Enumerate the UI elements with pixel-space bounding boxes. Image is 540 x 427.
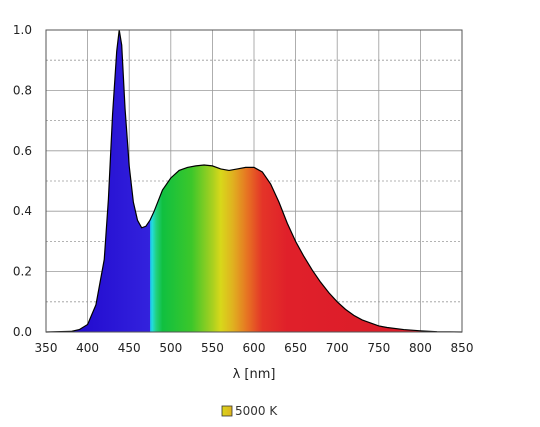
y-tick-labels: 0.0 0.2 0.4 0.6 0.8 1.0 — [13, 23, 32, 339]
x-tick-label: 350 — [35, 341, 58, 355]
x-tick-label: 700 — [326, 341, 349, 355]
x-tick-label: 500 — [159, 341, 182, 355]
x-tick-label: 800 — [409, 341, 432, 355]
spectrum-area — [46, 30, 462, 332]
plot-border — [45, 29, 463, 333]
x-tick-label: 600 — [243, 341, 266, 355]
x-tick-label: 450 — [118, 341, 141, 355]
x-tick-label: 750 — [367, 341, 390, 355]
legend-label: 5000 K — [235, 404, 278, 418]
y-tick-label: 0.2 — [13, 265, 32, 279]
y-tick-label: 0.4 — [13, 204, 32, 218]
x-axis-title: λ [nm] — [233, 367, 276, 382]
x-tick-labels: 350 400 450 500 550 600 650 700 750 800 850 — [35, 341, 474, 355]
x-tick-label: 850 — [451, 341, 474, 355]
x-tick-label: 550 — [201, 341, 224, 355]
y-tick-label: 1.0 — [13, 23, 32, 37]
legend-swatch — [221, 405, 233, 417]
y-tick-label: 0.6 — [13, 144, 32, 158]
x-tick-label: 400 — [76, 341, 99, 355]
x-tick-label: 650 — [284, 341, 307, 355]
y-tick-label: 0.0 — [13, 325, 32, 339]
y-tick-label: 0.8 — [13, 83, 32, 97]
legend: 5000 K — [221, 404, 278, 418]
spectrum-line — [45, 29, 463, 333]
